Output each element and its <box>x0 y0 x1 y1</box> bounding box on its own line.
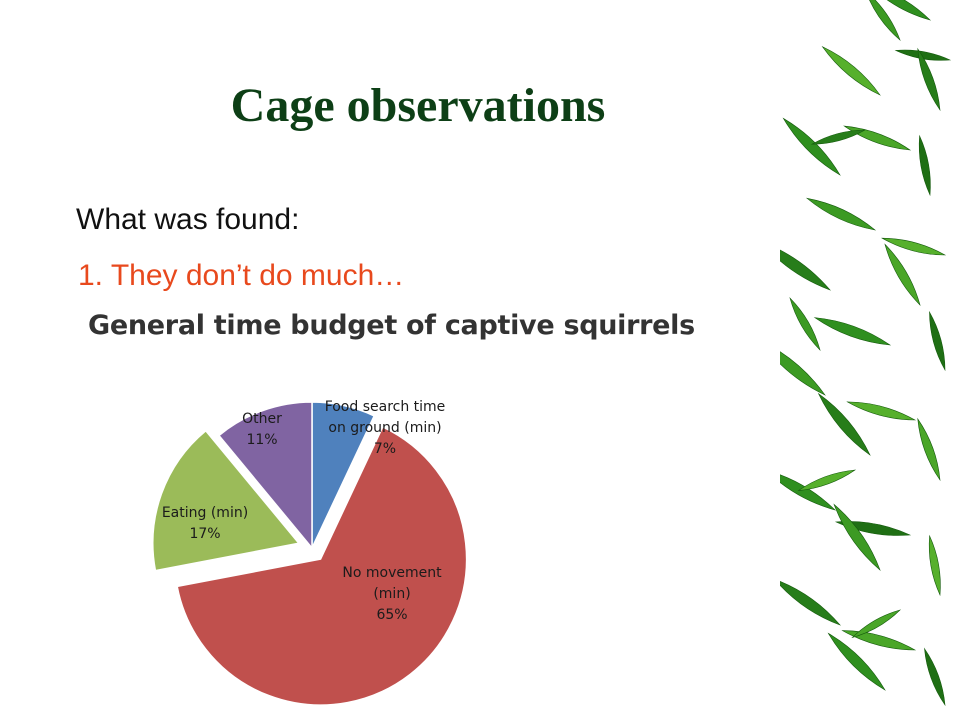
bamboo-leaf <box>924 647 946 707</box>
bamboo-leaf <box>827 632 886 691</box>
bamboo-leaf <box>929 310 946 372</box>
slice-label: Eating (min) 17% <box>162 505 248 542</box>
bamboo-leaf <box>918 134 931 197</box>
bamboo-leaf <box>813 317 892 346</box>
bamboo-leaf <box>782 117 841 176</box>
leaf-group <box>780 0 952 707</box>
bamboo-leaf <box>780 578 841 626</box>
finding-item: 1. They don’t do much… <box>78 259 405 292</box>
slice-label: Food search time on ground (min) 7% <box>325 399 446 457</box>
pie-slice-other <box>217 401 313 551</box>
slide-title: Cage observations <box>230 79 606 132</box>
bamboo-leaf <box>821 46 881 96</box>
bamboo-leaf <box>817 392 871 456</box>
bamboo-leaf <box>843 125 912 151</box>
bamboo-leaf <box>928 534 941 597</box>
bamboo-leaf <box>868 0 932 21</box>
pie-chart: Food search time on ground (min) 7% No move… <box>152 399 468 706</box>
bamboo-leaf <box>917 47 941 112</box>
bamboo-leaf <box>881 237 947 256</box>
found-heading: What was found: <box>76 203 300 236</box>
bamboo-leaf <box>841 630 917 651</box>
bamboo-leaf <box>797 469 857 491</box>
bamboo-leaf <box>917 417 941 482</box>
bamboo-leaf <box>780 469 837 511</box>
bamboo-leaf <box>810 129 867 145</box>
slice-label: No movement (min) 65% <box>342 565 442 623</box>
bamboo-leaf <box>884 243 921 307</box>
bamboo-leaf <box>864 0 901 41</box>
bamboo-leaf <box>805 197 877 231</box>
bamboo-leaf <box>851 609 902 639</box>
bamboo-leaf <box>894 49 952 61</box>
bamboo-leaf <box>846 401 917 421</box>
pie-slice-eating-min <box>152 429 301 572</box>
chart-title: General time budget of captive squirrels <box>88 310 695 341</box>
bamboo-leaf <box>780 240 831 291</box>
bamboo-leaf <box>780 339 826 396</box>
pie-slice-no-movement-min <box>176 425 468 706</box>
bamboo-leaf <box>789 297 821 352</box>
bamboo-leaf <box>833 503 881 571</box>
bamboo-leaves-decoration <box>780 0 952 707</box>
slice-label: Other 11% <box>242 411 282 448</box>
